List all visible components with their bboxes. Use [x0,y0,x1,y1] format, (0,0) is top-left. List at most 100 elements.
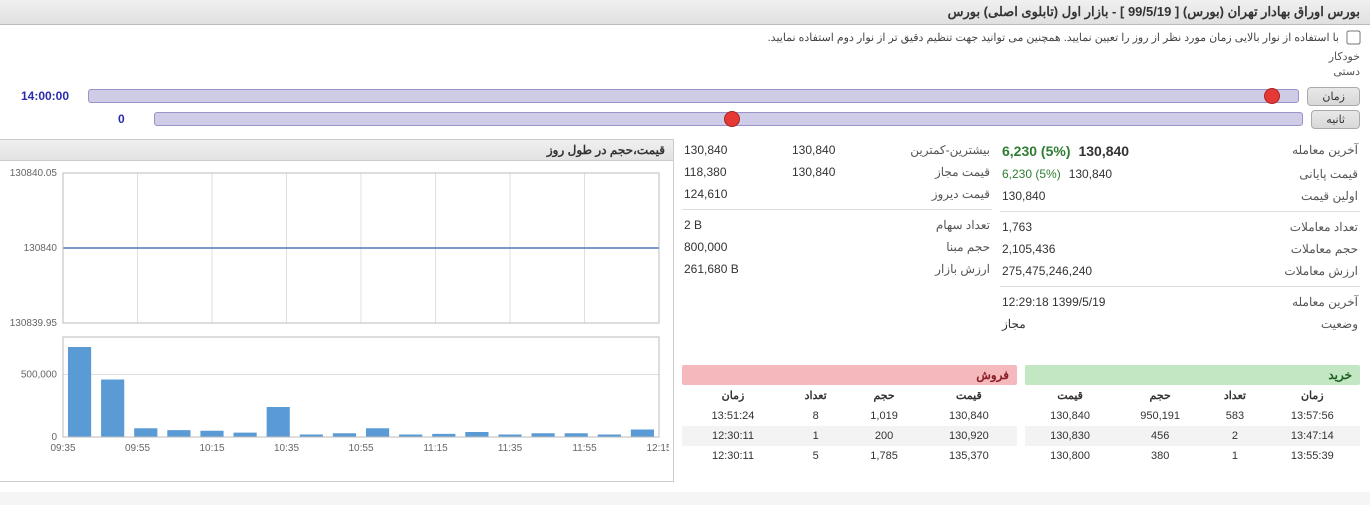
info-label: آخرین معامله [1292,295,1358,309]
info-label: آخرین معامله [1292,143,1358,159]
svg-text:11:55: 11:55 [572,443,597,454]
table-row[interactable]: 130,920200112:30:11 [682,426,1017,446]
title-bar: بورس اوراق بهادار تهران (بورس) [ 99/5/19… [0,0,1370,25]
info-row: اولین قیمت 130,840 [1000,185,1360,207]
col-header: زمان [682,385,784,406]
col-header: تعداد [784,385,847,406]
info-value: 1,763 [1002,220,1032,234]
range-row: تعداد سهام 2 B [682,214,992,236]
sell-panel: فروش قیمتحجمتعدادزمان130,8401,019813:51:… [682,365,1017,482]
info-row: آخرین معامله 6,230 (5%)130,840 [1000,139,1360,163]
price-info-block: آخرین معامله 6,230 (5%)130,840 قیمت پایا… [1000,139,1360,351]
cell: 380 [1115,446,1205,466]
cell: 130,840 [921,406,1017,426]
svg-text:10:15: 10:15 [199,443,224,454]
table-row[interactable]: 130,8401,019813:51:24 [682,406,1017,426]
buy-panel: خرید زمانتعدادحجمقیمت13:57:56583950,1911… [1025,365,1360,482]
table-row[interactable]: 13:55:391380130,800 [1025,446,1360,466]
table-row[interactable]: 13:47:142456130,830 [1025,426,1360,446]
buy-table: زمانتعدادحجمقیمت13:57:56583950,191130,84… [1025,385,1360,466]
info-label: قیمت پایانی [1299,167,1358,181]
svg-text:0: 0 [51,432,57,443]
cell: 13:47:14 [1265,426,1360,446]
svg-text:10:35: 10:35 [274,443,299,454]
second-slider-track[interactable] [154,112,1303,126]
range-label: ارزش بازار [900,262,990,276]
mode-manual-label: دستی [10,65,1360,80]
cell: 135,370 [921,446,1017,466]
cell: 12:30:11 [682,426,784,446]
info-value: 6,230 (5%)130,840 [1002,167,1112,181]
cell: 130,840 [1025,406,1115,426]
cell: 1 [784,426,847,446]
cell: 130,920 [921,426,1017,446]
range-value: 2 B [684,218,888,232]
table-row[interactable]: 135,3701,785512:30:11 [682,446,1017,466]
svg-text:12:15: 12:15 [646,443,669,454]
info-label: ارزش معاملات [1284,264,1358,278]
table-header: زمانتعدادحجمقیمت [1025,385,1360,406]
svg-text:09:35: 09:35 [50,443,75,454]
cell: 8 [784,406,847,426]
range-row: بیشترین-کمترین 130,840 130,840 [682,139,992,161]
time-slider-track[interactable] [88,89,1299,103]
range-value: 800,000 [684,240,888,254]
svg-text:130839.95: 130839.95 [10,318,58,329]
info-label: حجم معاملات [1291,242,1358,256]
svg-text:130840.05: 130840.05 [10,168,58,179]
info-value: 275,475,246,240 [1002,264,1092,278]
range-value: 130,840 [792,143,888,157]
chart-title: قیمت،حجم در طول روز [0,140,673,161]
range-value: 124,610 [684,187,888,201]
cell: 130,800 [1025,446,1115,466]
range-row: قیمت مجاز 130,840 118,380 [682,161,992,183]
range-label: قیمت مجاز [900,165,990,179]
range-value-2: 118,380 [684,165,780,179]
cell: 950,191 [1115,406,1205,426]
chart-body: 130840.05130840130839.95500,000009:3509:… [0,161,673,481]
range-label: بیشترین-کمترین [900,143,990,157]
sell-head: فروش [682,365,1017,385]
help-row: با استفاده از نوار بالایی زمان مورد نظر … [0,25,1370,50]
svg-text:11:15: 11:15 [423,443,448,454]
cell: 5 [784,446,847,466]
buy-head: خرید [1025,365,1360,385]
cell: 1,785 [847,446,920,466]
mode-auto-label: خودکار [10,50,1360,65]
chart-panel: قیمت،حجم در طول روز 130840.05 130840 13083… [0,139,674,482]
table-row[interactable]: 13:57:56583950,191130,840 [1025,406,1360,426]
time-slider-row: زمان 14:00:00 [0,83,1370,110]
time-slider-value: 14:00:00 [10,89,80,103]
sell-table: قیمتحجمتعدادزمان130,8401,019813:51:24130… [682,385,1017,466]
second-slider-value: 0 [96,112,146,126]
range-label: قیمت دیروز [900,187,990,201]
info-value: 2,105,436 [1002,242,1055,256]
cell: 130,830 [1025,426,1115,446]
second-slider-row: ثانیه 0 [0,110,1370,133]
svg-text:130840: 130840 [24,243,58,254]
svg-text:10:55: 10:55 [348,443,373,454]
second-slider-thumb[interactable] [724,111,740,127]
info-value: 130,840 [1002,189,1045,203]
cell: 200 [847,426,920,446]
auto-checkbox[interactable] [1346,30,1360,44]
cell: 583 [1205,406,1264,426]
col-header: تعداد [1205,385,1264,406]
col-header: حجم [1115,385,1205,406]
range-value: 261,680 B [684,262,888,276]
order-section: خرید زمانتعدادحجمقیمت13:57:56583950,1911… [682,365,1360,482]
time-slider-label: زمان [1307,87,1360,106]
info-value: مجاز [1002,317,1026,331]
range-row: ارزش بازار 261,680 B [682,258,992,280]
info-row: وضعیت مجاز [1000,313,1360,335]
cell: 1 [1205,446,1264,466]
second-slider-label: ثانیه [1311,110,1360,129]
info-value: 6,230 (5%)130,840 [1002,143,1129,159]
info-value: 12:29:18 1399/5/19 [1002,295,1105,309]
cell: 13:57:56 [1265,406,1360,426]
range-label: حجم مبنا [900,240,990,254]
range-row: قیمت دیروز 124,610 [682,183,992,205]
time-slider-thumb[interactable] [1264,88,1280,104]
svg-text:500,000: 500,000 [21,369,58,380]
range-value: 130,840 [792,165,888,179]
